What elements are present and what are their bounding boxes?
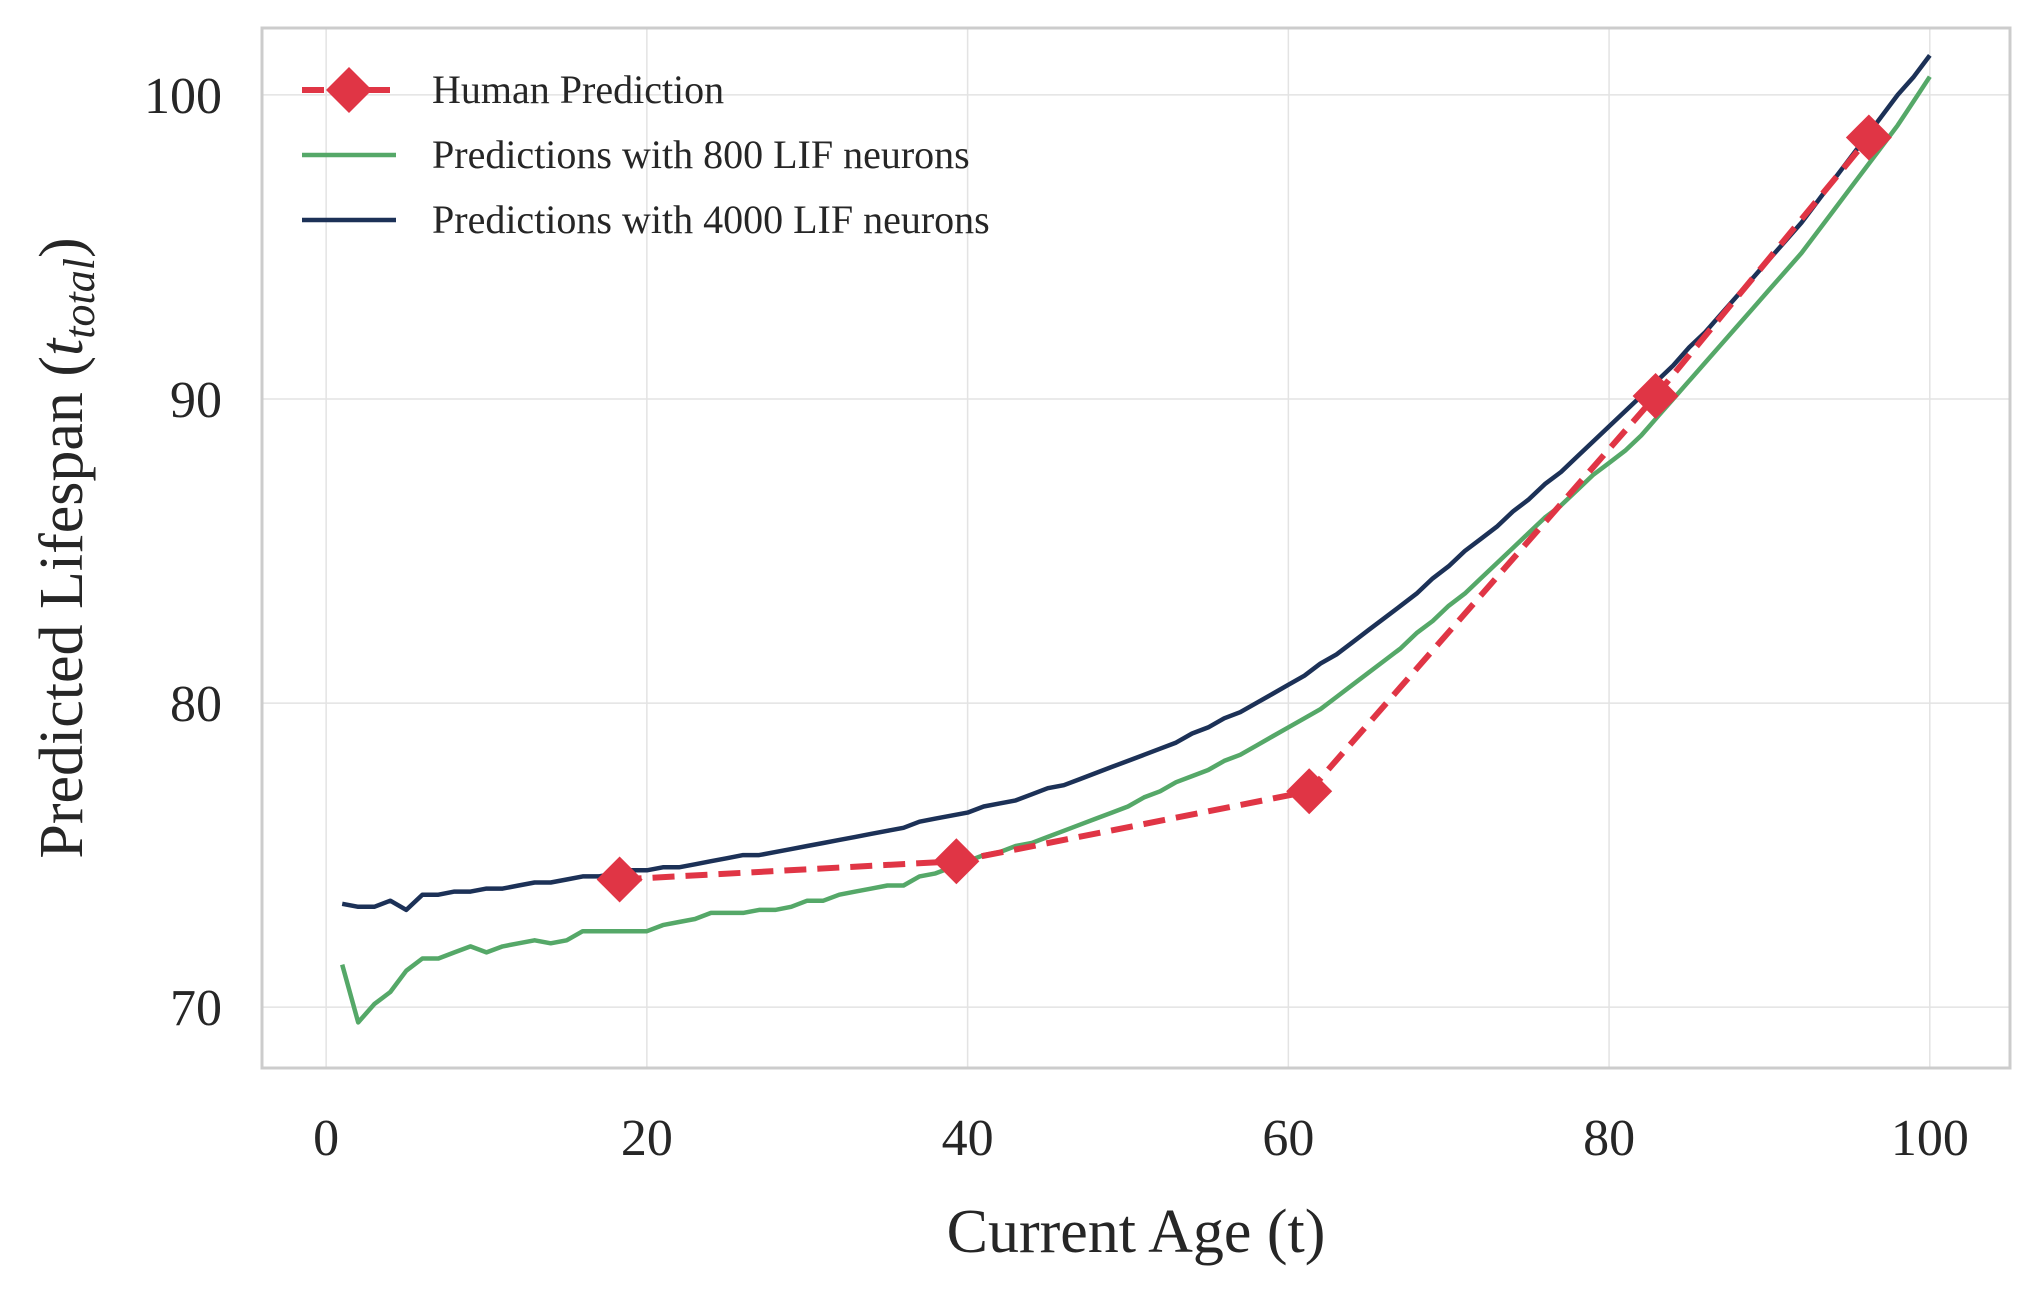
y-tick-label: 100 [144, 68, 222, 125]
y-tick-label: 70 [170, 980, 222, 1037]
y-axis-label-text: Predicted Lifespan ( [28, 356, 96, 859]
series-layer [340, 54, 1932, 1025]
y-axis-label-math-base: t [28, 337, 96, 356]
x-tick-label: 20 [621, 1110, 673, 1167]
y-tick-label: 90 [170, 372, 222, 429]
human-prediction-marker [1845, 114, 1892, 161]
human-prediction-marker [933, 838, 980, 885]
human-prediction-marker [596, 856, 643, 903]
legend-label: Predictions with 800 LIF neurons [432, 132, 970, 177]
legend-marker [326, 67, 372, 113]
x-tick-label: 80 [1583, 1110, 1635, 1167]
legend-label: Predictions with 4000 LIF neurons [432, 197, 990, 242]
x-tick-label: 40 [942, 1110, 994, 1167]
tick-labels: 0 20 40 60 80 100 70 80 90 100 [144, 68, 1969, 1167]
x-tick-label: 60 [1262, 1110, 1314, 1167]
x-tick-label: 100 [1891, 1110, 1969, 1167]
x-axis-label: Current Age (t) [947, 1198, 1326, 1266]
y-axis-label-close: ) [28, 237, 96, 258]
human-prediction-marker [1286, 768, 1333, 815]
y-axis-label: Predicted Lifespan (ttotal) [28, 237, 104, 858]
svg-text:Predicted Lifespan (ttotal): Predicted Lifespan (ttotal) [28, 237, 104, 858]
y-axis-label-math-sub: total [55, 258, 104, 339]
legend-label: Human Prediction [432, 67, 724, 112]
x-tick-label: 0 [313, 1110, 339, 1167]
plot-frame [260, 26, 2012, 1070]
human-prediction-marker [1632, 372, 1679, 419]
grid [262, 28, 2010, 1068]
y-tick-label: 80 [170, 676, 222, 733]
legend: Human Prediction Predictions with 800 LIF… [302, 67, 990, 242]
